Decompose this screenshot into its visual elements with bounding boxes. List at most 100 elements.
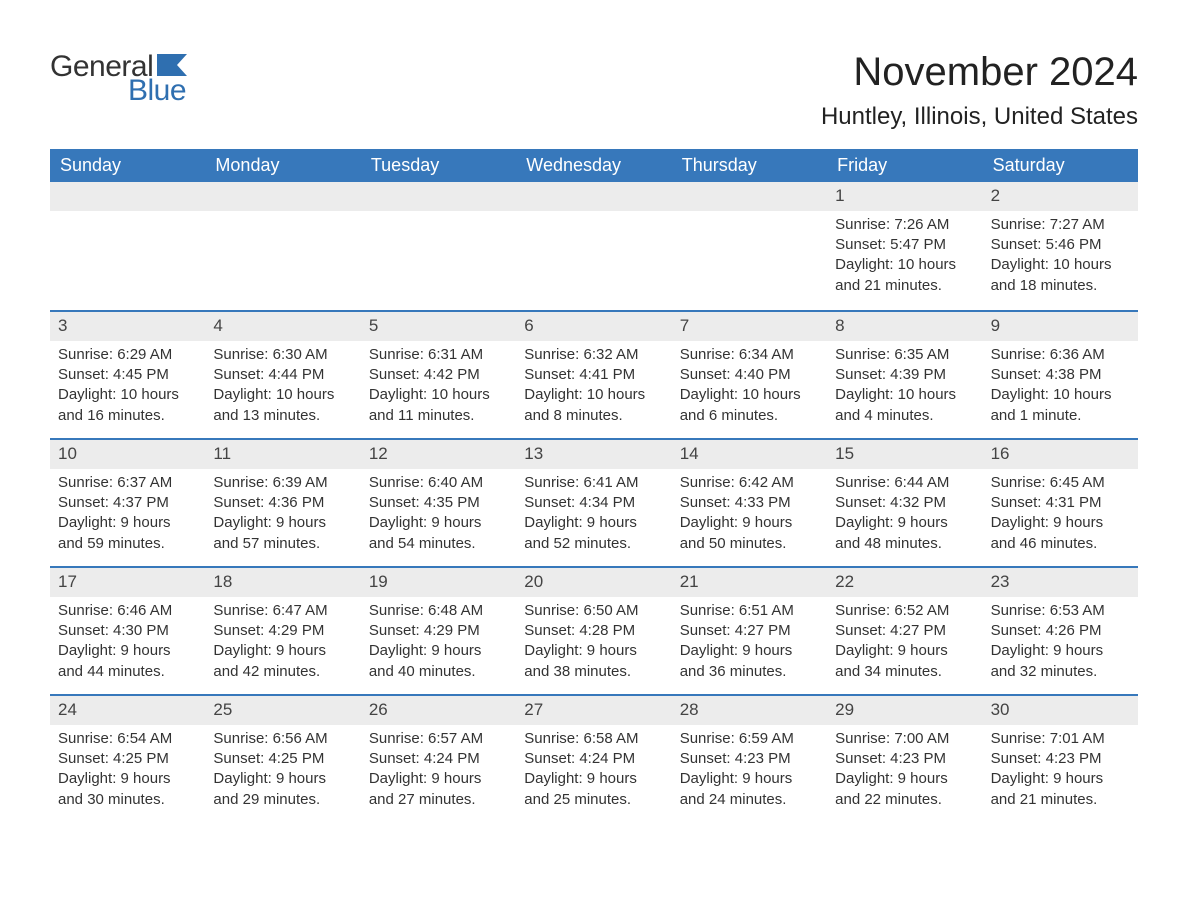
- cell-body: Sunrise: 6:32 AMSunset: 4:41 PMDaylight:…: [516, 341, 671, 436]
- day-header: Wednesday: [516, 149, 671, 182]
- sunset-line: Sunset: 4:29 PM: [213, 621, 352, 641]
- calendar-cell: 11Sunrise: 6:39 AMSunset: 4:36 PMDayligh…: [205, 440, 360, 566]
- sunrise-line: Sunrise: 6:45 AM: [991, 473, 1130, 493]
- calendar-cell: 19Sunrise: 6:48 AMSunset: 4:29 PMDayligh…: [361, 568, 516, 694]
- day-number: 23: [983, 568, 1138, 597]
- calendar-cell: 10Sunrise: 6:37 AMSunset: 4:37 PMDayligh…: [50, 440, 205, 566]
- day-number: 8: [827, 312, 982, 341]
- calendar-cell: 4Sunrise: 6:30 AMSunset: 4:44 PMDaylight…: [205, 312, 360, 438]
- week-row: 17Sunrise: 6:46 AMSunset: 4:30 PMDayligh…: [50, 566, 1138, 694]
- cell-body: Sunrise: 6:58 AMSunset: 4:24 PMDaylight:…: [516, 725, 671, 820]
- cell-body: Sunrise: 6:30 AMSunset: 4:44 PMDaylight:…: [205, 341, 360, 436]
- day-number: 28: [672, 696, 827, 725]
- calendar-cell: [516, 182, 671, 310]
- cell-body: Sunrise: 6:54 AMSunset: 4:25 PMDaylight:…: [50, 725, 205, 820]
- day-number: [672, 182, 827, 211]
- daylight-line: Daylight: 10 hours and 18 minutes.: [991, 255, 1130, 296]
- sunset-line: Sunset: 4:25 PM: [213, 749, 352, 769]
- day-header: Saturday: [983, 149, 1138, 182]
- cell-body: Sunrise: 6:46 AMSunset: 4:30 PMDaylight:…: [50, 597, 205, 692]
- header: General Blue November 2024 Huntley, Illi…: [50, 50, 1138, 131]
- cell-body: Sunrise: 6:36 AMSunset: 4:38 PMDaylight:…: [983, 341, 1138, 436]
- sunset-line: Sunset: 4:24 PM: [369, 749, 508, 769]
- daylight-line: Daylight: 9 hours and 22 minutes.: [835, 769, 974, 810]
- sunset-line: Sunset: 4:27 PM: [680, 621, 819, 641]
- calendar-cell: 9Sunrise: 6:36 AMSunset: 4:38 PMDaylight…: [983, 312, 1138, 438]
- cell-body: Sunrise: 6:39 AMSunset: 4:36 PMDaylight:…: [205, 469, 360, 564]
- day-number: 15: [827, 440, 982, 469]
- day-number: 6: [516, 312, 671, 341]
- sunset-line: Sunset: 4:23 PM: [835, 749, 974, 769]
- calendar-cell: 30Sunrise: 7:01 AMSunset: 4:23 PMDayligh…: [983, 696, 1138, 822]
- day-number: 12: [361, 440, 516, 469]
- sunrise-line: Sunrise: 6:52 AM: [835, 601, 974, 621]
- calendar-cell: 15Sunrise: 6:44 AMSunset: 4:32 PMDayligh…: [827, 440, 982, 566]
- sunrise-line: Sunrise: 6:40 AM: [369, 473, 508, 493]
- day-number: 25: [205, 696, 360, 725]
- daylight-line: Daylight: 9 hours and 32 minutes.: [991, 641, 1130, 682]
- daylight-line: Daylight: 10 hours and 16 minutes.: [58, 385, 197, 426]
- daylight-line: Daylight: 9 hours and 21 minutes.: [991, 769, 1130, 810]
- daylight-line: Daylight: 9 hours and 57 minutes.: [213, 513, 352, 554]
- calendar-cell: 28Sunrise: 6:59 AMSunset: 4:23 PMDayligh…: [672, 696, 827, 822]
- day-number: 11: [205, 440, 360, 469]
- daylight-line: Daylight: 9 hours and 24 minutes.: [680, 769, 819, 810]
- cell-body: Sunrise: 6:50 AMSunset: 4:28 PMDaylight:…: [516, 597, 671, 692]
- cell-body: Sunrise: 6:31 AMSunset: 4:42 PMDaylight:…: [361, 341, 516, 436]
- cell-body: Sunrise: 7:00 AMSunset: 4:23 PMDaylight:…: [827, 725, 982, 820]
- sunrise-line: Sunrise: 6:48 AM: [369, 601, 508, 621]
- day-header-row: Sunday Monday Tuesday Wednesday Thursday…: [50, 149, 1138, 182]
- cell-body: Sunrise: 6:29 AMSunset: 4:45 PMDaylight:…: [50, 341, 205, 436]
- day-number: 7: [672, 312, 827, 341]
- cell-body: Sunrise: 7:26 AMSunset: 5:47 PMDaylight:…: [827, 211, 982, 306]
- week-row: 10Sunrise: 6:37 AMSunset: 4:37 PMDayligh…: [50, 438, 1138, 566]
- daylight-line: Daylight: 9 hours and 36 minutes.: [680, 641, 819, 682]
- sunrise-line: Sunrise: 6:50 AM: [524, 601, 663, 621]
- calendar-cell: 2Sunrise: 7:27 AMSunset: 5:46 PMDaylight…: [983, 182, 1138, 310]
- cell-body: Sunrise: 6:40 AMSunset: 4:35 PMDaylight:…: [361, 469, 516, 564]
- day-number: 16: [983, 440, 1138, 469]
- sunrise-line: Sunrise: 7:00 AM: [835, 729, 974, 749]
- sunrise-line: Sunrise: 6:37 AM: [58, 473, 197, 493]
- sunrise-line: Sunrise: 7:01 AM: [991, 729, 1130, 749]
- sunset-line: Sunset: 4:26 PM: [991, 621, 1130, 641]
- calendar-cell: 16Sunrise: 6:45 AMSunset: 4:31 PMDayligh…: [983, 440, 1138, 566]
- cell-body: Sunrise: 7:27 AMSunset: 5:46 PMDaylight:…: [983, 211, 1138, 306]
- cell-body: Sunrise: 6:45 AMSunset: 4:31 PMDaylight:…: [983, 469, 1138, 564]
- week-row: 3Sunrise: 6:29 AMSunset: 4:45 PMDaylight…: [50, 310, 1138, 438]
- day-header: Thursday: [672, 149, 827, 182]
- day-number: 20: [516, 568, 671, 597]
- calendar-cell: [361, 182, 516, 310]
- daylight-line: Daylight: 9 hours and 59 minutes.: [58, 513, 197, 554]
- calendar-cell: [205, 182, 360, 310]
- sunset-line: Sunset: 4:25 PM: [58, 749, 197, 769]
- daylight-line: Daylight: 10 hours and 21 minutes.: [835, 255, 974, 296]
- day-number: 21: [672, 568, 827, 597]
- sunrise-line: Sunrise: 6:56 AM: [213, 729, 352, 749]
- daylight-line: Daylight: 9 hours and 44 minutes.: [58, 641, 197, 682]
- day-number: [205, 182, 360, 211]
- page-title: November 2024: [821, 50, 1138, 95]
- sunset-line: Sunset: 4:35 PM: [369, 493, 508, 513]
- sunrise-line: Sunrise: 6:31 AM: [369, 345, 508, 365]
- daylight-line: Daylight: 10 hours and 8 minutes.: [524, 385, 663, 426]
- logo: General Blue: [50, 50, 187, 108]
- sunrise-line: Sunrise: 6:39 AM: [213, 473, 352, 493]
- sunrise-line: Sunrise: 6:30 AM: [213, 345, 352, 365]
- sunset-line: Sunset: 4:32 PM: [835, 493, 974, 513]
- day-header: Sunday: [50, 149, 205, 182]
- sunrise-line: Sunrise: 6:57 AM: [369, 729, 508, 749]
- sunset-line: Sunset: 4:36 PM: [213, 493, 352, 513]
- cell-body: Sunrise: 6:41 AMSunset: 4:34 PMDaylight:…: [516, 469, 671, 564]
- daylight-line: Daylight: 10 hours and 4 minutes.: [835, 385, 974, 426]
- sunset-line: Sunset: 4:23 PM: [991, 749, 1130, 769]
- day-number: 29: [827, 696, 982, 725]
- day-number: [516, 182, 671, 211]
- daylight-line: Daylight: 9 hours and 42 minutes.: [213, 641, 352, 682]
- calendar-cell: 25Sunrise: 6:56 AMSunset: 4:25 PMDayligh…: [205, 696, 360, 822]
- day-number: [361, 182, 516, 211]
- calendar-cell: 23Sunrise: 6:53 AMSunset: 4:26 PMDayligh…: [983, 568, 1138, 694]
- sunset-line: Sunset: 4:41 PM: [524, 365, 663, 385]
- sunrise-line: Sunrise: 6:58 AM: [524, 729, 663, 749]
- day-number: 10: [50, 440, 205, 469]
